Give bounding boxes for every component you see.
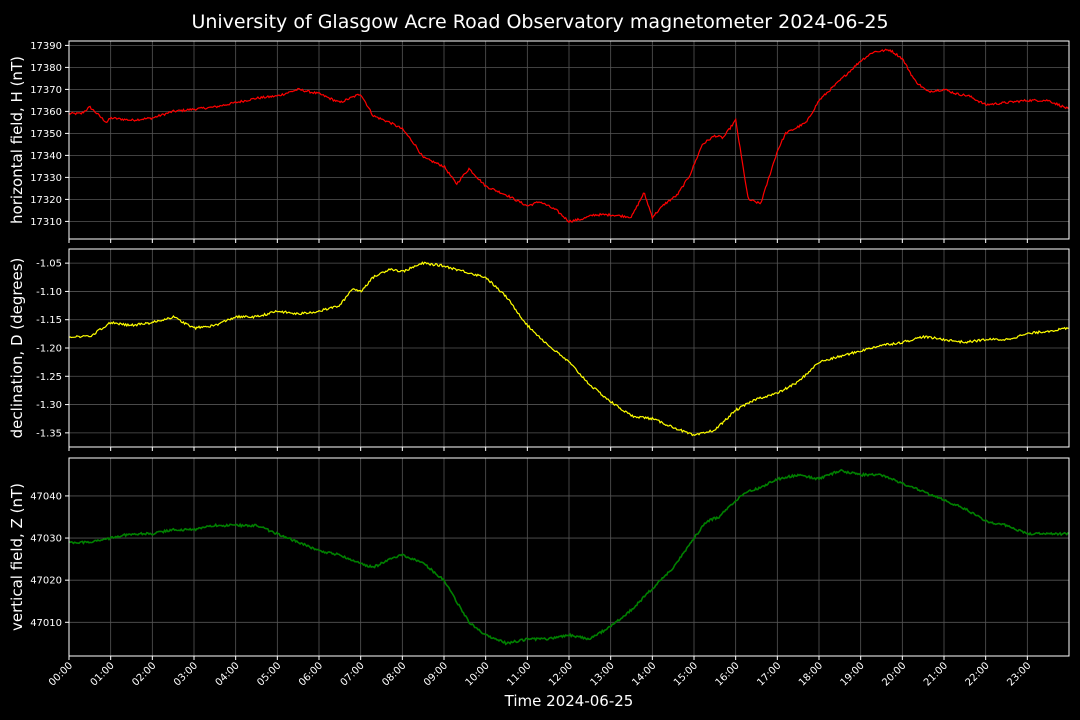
y-tick-label: 47020 xyxy=(30,576,62,587)
y-tick-label: -1.30 xyxy=(36,400,62,411)
y-tick-label: 17340 xyxy=(30,151,62,162)
chart-title: University of Glasgow Acre Road Observat… xyxy=(191,11,888,33)
panel-2: -1.35 -1.30 -1.25 -1.20 -1.15 -1.10 -1.05 decli… xyxy=(8,248,1070,451)
panel-1: 17310 17320 17330 17340 17350 17360 17370 17380… xyxy=(8,40,1070,243)
panel-3: 47010 47020 47030 47040 vertical field, Z (n… xyxy=(8,457,1070,660)
x-tick-label: 05:00 xyxy=(255,660,283,688)
x-axis-label: Time 2024-06-25 xyxy=(504,692,634,710)
x-tick-label: 18:00 xyxy=(797,660,825,688)
x-tick-label: 20:00 xyxy=(880,660,908,688)
series-line xyxy=(68,468,1070,646)
y-tick-label: -1.05 xyxy=(36,259,62,270)
series-line xyxy=(68,261,1070,437)
x-tick-label: 08:00 xyxy=(380,660,408,688)
y-tick-label: 47030 xyxy=(30,534,62,545)
x-tick-label: 02:00 xyxy=(130,660,158,688)
y-tick-label: 17380 xyxy=(30,63,62,74)
x-tick-label: 04:00 xyxy=(214,660,242,688)
y-tick-label: -1.15 xyxy=(36,315,62,326)
x-tick-label: 11:00 xyxy=(505,660,533,688)
x-tick-label: 09:00 xyxy=(422,660,450,688)
x-tick-label: 23:00 xyxy=(1005,660,1033,688)
y-axis-label: horizontal field, H (nT) xyxy=(8,56,26,224)
x-tick-label: 01:00 xyxy=(89,660,117,688)
y-tick-label: 17310 xyxy=(30,217,62,228)
x-tick-label: 15:00 xyxy=(672,660,700,688)
y-tick-label: -1.35 xyxy=(36,428,62,439)
y-tick-label: -1.25 xyxy=(36,372,62,383)
y-tick-label: 17350 xyxy=(30,129,62,140)
x-tick-label: 06:00 xyxy=(297,660,325,688)
y-tick-label: -1.20 xyxy=(36,344,62,355)
x-tick-label: 14:00 xyxy=(630,660,658,688)
x-tick-label: 03:00 xyxy=(172,660,200,688)
y-tick-label: 17330 xyxy=(30,173,62,184)
y-tick-label: -1.10 xyxy=(36,287,62,298)
x-tick-label: 21:00 xyxy=(922,660,950,688)
y-tick-label: 47040 xyxy=(30,491,62,502)
x-tick-label: 17:00 xyxy=(755,660,783,688)
y-tick-label: 17390 xyxy=(30,41,62,52)
x-tick-label: 22:00 xyxy=(964,660,992,688)
y-axis-label: vertical field, Z (nT) xyxy=(8,483,26,631)
x-tick-label: 10:00 xyxy=(464,660,492,688)
x-tick-label: 12:00 xyxy=(547,660,575,688)
y-axis-label: declination, D (degrees) xyxy=(8,258,26,439)
x-tick-label: 00:00 xyxy=(47,660,75,688)
x-tick-label: 13:00 xyxy=(589,660,617,688)
y-tick-label: 17370 xyxy=(30,85,62,96)
x-tick-label: 16:00 xyxy=(714,660,742,688)
y-tick-label: 47010 xyxy=(30,618,62,629)
y-tick-label: 17360 xyxy=(30,107,62,118)
x-tick-label: 19:00 xyxy=(839,660,867,688)
chart-panels: 17310 17320 17330 17340 17350 17360 17370 17380… xyxy=(8,40,1070,689)
y-tick-label: 17320 xyxy=(30,195,62,206)
x-tick-label: 07:00 xyxy=(339,660,367,688)
series-line xyxy=(68,48,1069,224)
